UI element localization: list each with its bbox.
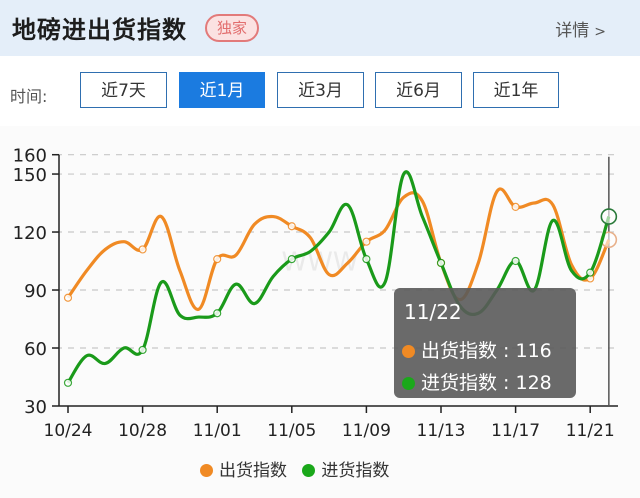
range-1y-button[interactable]: 近1年 xyxy=(473,72,559,108)
chart-tooltip: 11/22 出货指数 : 116 进货指数 : 128 xyxy=(394,288,576,398)
svg-text:150: 150 xyxy=(13,165,47,186)
tooltip-inbound-value: 128 xyxy=(515,372,552,394)
outbound-legend-dot-icon xyxy=(200,464,213,477)
legend-item-inbound[interactable]: 进货指数 xyxy=(302,456,389,481)
svg-text:10/24: 10/24 xyxy=(44,421,93,441)
svg-text:160: 160 xyxy=(13,146,47,167)
details-link[interactable]: 详情 > xyxy=(555,16,606,41)
legend-item-outbound[interactable]: 出货指数 xyxy=(200,456,287,481)
range-7d-button[interactable]: 近7天 xyxy=(80,72,167,108)
inbound-dot-icon xyxy=(402,377,415,390)
range-6m-button[interactable]: 近6月 xyxy=(375,72,462,108)
svg-text:11/05: 11/05 xyxy=(267,421,316,441)
tooltip-date: 11/22 xyxy=(404,300,462,324)
svg-text:30: 30 xyxy=(24,397,47,418)
tooltip-inbound-label: 进货指数 xyxy=(421,372,498,394)
svg-text:10/28: 10/28 xyxy=(118,421,167,441)
svg-text:60: 60 xyxy=(24,339,47,360)
tooltip-row-inbound: 进货指数 : 128 xyxy=(402,368,552,395)
tooltip-row-outbound: 出货指数 : 116 xyxy=(402,336,552,363)
chart-legend: 出货指数 进货指数 xyxy=(200,456,399,481)
svg-text:11/01: 11/01 xyxy=(193,421,242,441)
details-label: 详情 xyxy=(555,21,590,41)
header-bar: 地磅进出货指数 独家 详情 > xyxy=(0,0,640,56)
tooltip-outbound-value: 116 xyxy=(515,340,552,362)
svg-text:90: 90 xyxy=(24,281,47,302)
page-title: 地磅进出货指数 xyxy=(12,16,187,44)
time-label: 时间: xyxy=(10,87,48,106)
time-filter-bar: 时间: 近7天 近1月 近3月 近6月 近1年 xyxy=(0,56,640,126)
chevron-right-icon: > xyxy=(594,24,606,40)
svg-text:11/17: 11/17 xyxy=(491,421,540,441)
legend-inbound-label: 进货指数 xyxy=(321,461,390,481)
legend-outbound-label: 出货指数 xyxy=(219,461,287,481)
tooltip-outbound-label: 出货指数 xyxy=(421,340,498,362)
svg-text:11/13: 11/13 xyxy=(417,421,466,441)
svg-text:11/09: 11/09 xyxy=(342,421,391,441)
inbound-legend-dot-icon xyxy=(302,464,316,477)
range-3m-button[interactable]: 近3月 xyxy=(277,72,364,108)
outbound-dot-icon xyxy=(402,345,415,358)
exclusive-badge: 独家 xyxy=(205,14,260,42)
line-chart[interactable]: 30 60 90 120 150 160 10/24 10/28 11/01 11/05 11/09… xyxy=(0,126,640,494)
svg-text:120: 120 xyxy=(13,223,47,244)
svg-text:11/21: 11/21 xyxy=(566,421,615,441)
range-1m-button[interactable]: 近1月 xyxy=(179,72,265,108)
